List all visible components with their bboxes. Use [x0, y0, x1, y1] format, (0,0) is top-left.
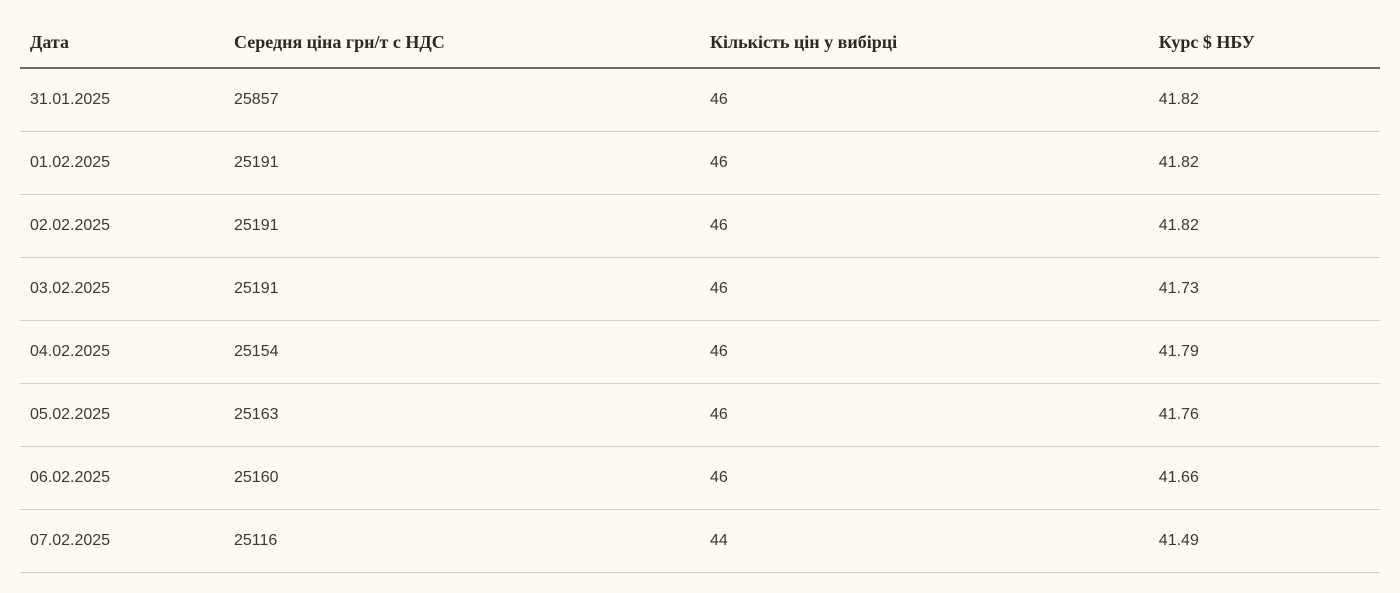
cell-count: 46 [700, 447, 1149, 510]
cell-price: 25154 [224, 321, 700, 384]
cell-date: 06.02.2025 [20, 447, 224, 510]
table-row: 05.02.2025 25163 46 41.76 [20, 384, 1380, 447]
cell-rate: 41.73 [1149, 258, 1380, 321]
cell-rate: 41.82 [1149, 195, 1380, 258]
table-row: 31.01.2025 25857 46 41.82 [20, 68, 1380, 132]
cell-count: 46 [700, 68, 1149, 132]
column-header-date: Дата [20, 20, 224, 68]
cell-date: 01.02.2025 [20, 132, 224, 195]
cell-price: 25191 [224, 258, 700, 321]
cell-date: 05.02.2025 [20, 384, 224, 447]
price-table: Дата Середня ціна грн/т с НДС Кількість … [20, 20, 1380, 573]
cell-rate: 41.82 [1149, 68, 1380, 132]
cell-price: 25163 [224, 384, 700, 447]
cell-rate: 41.79 [1149, 321, 1380, 384]
cell-price: 25191 [224, 132, 700, 195]
cell-date: 31.01.2025 [20, 68, 224, 132]
column-header-count: Кількість цін у вибірці [700, 20, 1149, 68]
cell-price: 25857 [224, 68, 700, 132]
cell-rate: 41.49 [1149, 510, 1380, 573]
cell-rate: 41.76 [1149, 384, 1380, 447]
cell-rate: 41.82 [1149, 132, 1380, 195]
cell-price: 25191 [224, 195, 700, 258]
table-row: 03.02.2025 25191 46 41.73 [20, 258, 1380, 321]
cell-count: 46 [700, 132, 1149, 195]
cell-rate: 41.66 [1149, 447, 1380, 510]
cell-price: 25116 [224, 510, 700, 573]
cell-date: 02.02.2025 [20, 195, 224, 258]
cell-count: 46 [700, 321, 1149, 384]
cell-date: 03.02.2025 [20, 258, 224, 321]
table-row: 01.02.2025 25191 46 41.82 [20, 132, 1380, 195]
column-header-price: Середня ціна грн/т с НДС [224, 20, 700, 68]
table-row: 04.02.2025 25154 46 41.79 [20, 321, 1380, 384]
cell-count: 46 [700, 384, 1149, 447]
table-row: 02.02.2025 25191 46 41.82 [20, 195, 1380, 258]
cell-date: 07.02.2025 [20, 510, 224, 573]
column-header-rate: Курс $ НБУ [1149, 20, 1380, 68]
cell-price: 25160 [224, 447, 700, 510]
cell-count: 46 [700, 258, 1149, 321]
cell-date: 04.02.2025 [20, 321, 224, 384]
table-header-row: Дата Середня ціна грн/т с НДС Кількість … [20, 20, 1380, 68]
cell-count: 44 [700, 510, 1149, 573]
table-row: 07.02.2025 25116 44 41.49 [20, 510, 1380, 573]
table-row: 06.02.2025 25160 46 41.66 [20, 447, 1380, 510]
cell-count: 46 [700, 195, 1149, 258]
